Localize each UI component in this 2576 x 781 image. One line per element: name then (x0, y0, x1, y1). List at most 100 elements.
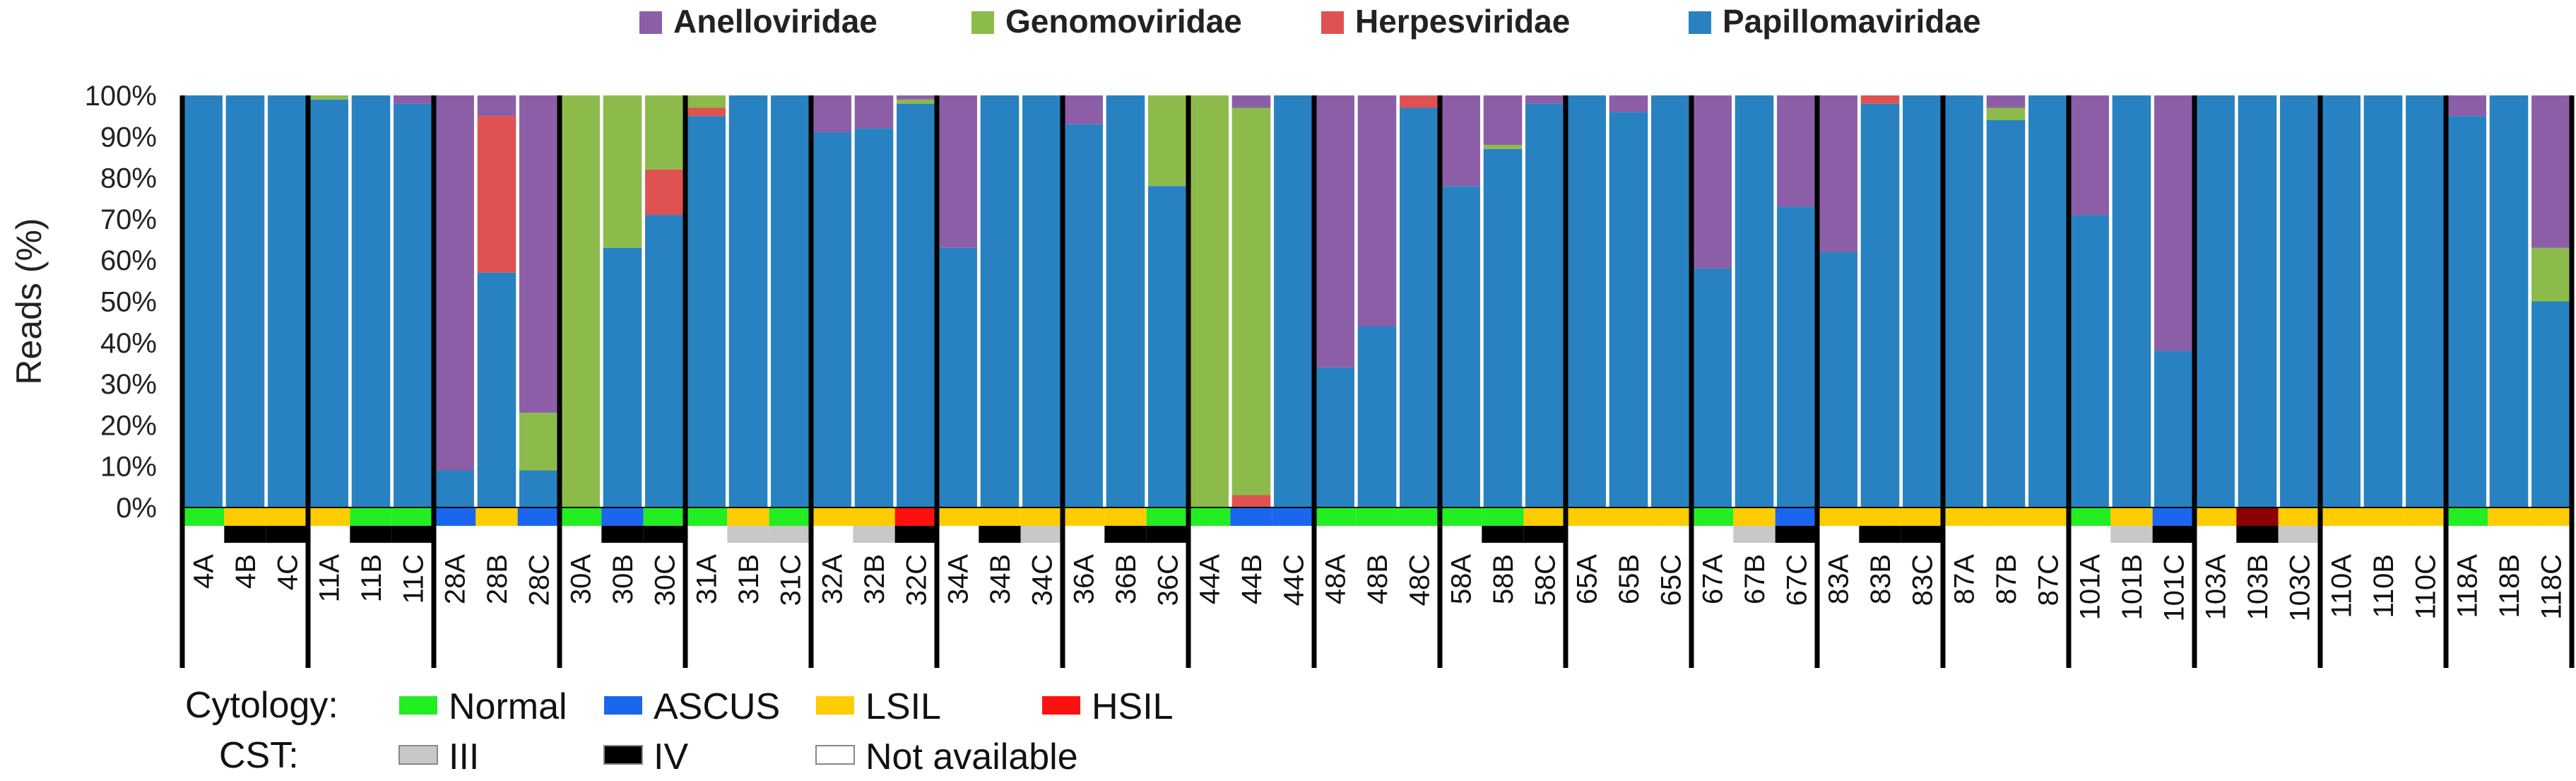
y-tick-label: 10% (100, 452, 157, 483)
cst-cell-110C (2404, 526, 2446, 543)
bar-28B-papillomaviridae (477, 272, 516, 507)
bar-11A-genomoviridae (309, 95, 348, 100)
y-tick-label: 50% (100, 287, 157, 318)
cytology-swatch-lsil (816, 696, 854, 715)
cst-cell-30A (560, 526, 602, 543)
y-tick-label: 60% (100, 245, 157, 276)
bar-44B-herpesviridae (1231, 495, 1271, 507)
cytology-cell-110B (2362, 507, 2404, 526)
bar-67B-papillomaviridae (1735, 95, 1774, 507)
bar-30C-papillomaviridae (645, 215, 684, 507)
x-label-58B: 58B (1488, 554, 1519, 604)
cst-cell-83A (1817, 526, 1860, 543)
x-label-30C: 30C (649, 554, 680, 606)
x-label-101B: 101B (2117, 554, 2148, 620)
bar-83B-papillomaviridae (1860, 103, 1900, 507)
cst-cell-58A (1440, 526, 1482, 543)
cst-cell-30B (601, 526, 644, 543)
x-label-4C: 4C (272, 554, 303, 590)
x-label-67C: 67C (1781, 554, 1812, 606)
cst-legend-iv: IV (654, 736, 688, 777)
x-label-34B: 34B (985, 554, 1016, 604)
cst-cell-34B (979, 526, 1021, 543)
cst-cell-101B (2110, 526, 2153, 543)
cst-cell-11C (391, 526, 434, 543)
cst-cell-4A (182, 526, 225, 543)
cst-cell-65A (1566, 526, 1608, 543)
cytology-cell-67C (1775, 507, 1817, 526)
bar-28C-anelloviridae (519, 95, 558, 413)
cytology-cell-83B (1859, 507, 1901, 526)
bar-32C-anelloviridae (897, 95, 935, 100)
bar-83A-papillomaviridae (1819, 252, 1857, 507)
bar-65C-papillomaviridae (1651, 95, 1690, 507)
x-label-103A: 103A (2201, 554, 2232, 621)
cytology-cell-34B (979, 507, 1021, 526)
legend-label-genomoviridae: Genomoviridae (1005, 3, 1242, 40)
bar-36B-papillomaviridae (1106, 95, 1145, 507)
bar-110A-papillomaviridae (2322, 95, 2361, 507)
bar-67A-papillomaviridae (1693, 268, 1732, 507)
x-label-32B: 32B (859, 554, 890, 604)
bar-28B-anelloviridae (477, 95, 516, 117)
cst-cell-48A (1314, 526, 1357, 543)
x-label-11A: 11A (314, 554, 345, 603)
cytology-cell-67B (1733, 507, 1776, 526)
bar-103A-papillomaviridae (2196, 95, 2235, 507)
cst-swatch-iv (603, 745, 643, 765)
x-label-58A: 58A (1446, 554, 1477, 604)
legend-swatch-herpesviridae (1321, 11, 1344, 34)
cst-cell-36A (1063, 526, 1105, 543)
bar-31C-papillomaviridae (771, 95, 810, 507)
bar-11C-anelloviridae (394, 95, 432, 104)
bar-67C-papillomaviridae (1777, 206, 1816, 507)
cst-cell-103B (2236, 526, 2279, 543)
bar-118A-papillomaviridae (2447, 116, 2486, 507)
bar-44A-genomoviridae (1190, 95, 1229, 507)
cytology-cell-31A (685, 507, 728, 526)
bar-67A-anelloviridae (1693, 95, 1732, 269)
cst-cell-87B (1985, 526, 2027, 543)
x-label-118A: 118A (2452, 554, 2483, 618)
cst-cell-44A (1188, 526, 1231, 543)
x-label-44B: 44B (1236, 554, 1268, 604)
y-tick-label: 40% (100, 328, 157, 359)
bar-58A-papillomaviridae (1441, 186, 1480, 507)
bar-118C-anelloviridae (2531, 95, 2570, 248)
y-tick-label: 30% (100, 369, 157, 400)
cytology-cell-28C (517, 507, 560, 526)
bar-34A-anelloviridae (938, 95, 977, 248)
bar-103B-papillomaviridae (2238, 95, 2277, 507)
x-label-30A: 30A (566, 554, 597, 604)
x-label-65C: 65C (1655, 554, 1686, 606)
cytology-cell-11A (308, 507, 350, 526)
cytology-cell-32C (894, 507, 937, 526)
bar-67C-anelloviridae (1777, 95, 1816, 207)
bottom-legend: Cytology: CST: Normal ASCUS LSIL HSIL III IV Not… (185, 685, 1174, 777)
bar-48C-papillomaviridae (1400, 107, 1438, 508)
cytology-cell-101B (2110, 507, 2153, 526)
cytology-cell-36A (1063, 507, 1105, 526)
cst-cell-118C (2529, 526, 2572, 543)
bar-87C-papillomaviridae (2028, 95, 2067, 507)
bar-118C-papillomaviridae (2531, 301, 2570, 507)
bar-30A-genomoviridae (561, 95, 600, 507)
x-label-83B: 83B (1865, 554, 1896, 604)
x-label-101C: 101C (2158, 554, 2190, 622)
cst-cell-36C (1146, 526, 1188, 543)
cytology-cell-30C (643, 507, 685, 526)
x-label-110B: 110B (2368, 554, 2399, 618)
bar-36A-anelloviridae (1064, 95, 1103, 124)
cytology-cell-58C (1523, 507, 1566, 526)
x-label-67B: 67B (1739, 554, 1771, 604)
x-label-58C: 58C (1530, 554, 1561, 606)
cytology-cell-118A (2446, 507, 2488, 526)
cytology-cell-44B (1230, 507, 1272, 526)
x-label-44A: 44A (1195, 554, 1226, 604)
cst-legend-title: CST: (219, 735, 299, 776)
x-label-31A: 31A (692, 554, 723, 604)
cytology-cell-48C (1398, 507, 1440, 526)
bar-30B-papillomaviridae (603, 247, 642, 507)
bar-36C-papillomaviridae (1148, 186, 1187, 507)
bar-34A-papillomaviridae (938, 247, 977, 507)
